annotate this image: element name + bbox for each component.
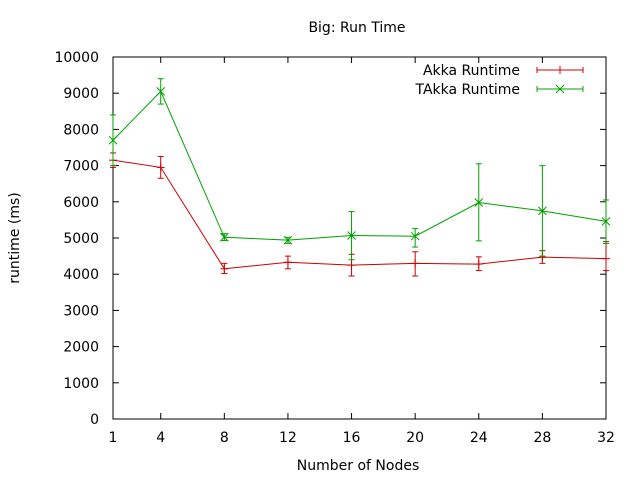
data-point	[538, 206, 547, 216]
marker-stroke	[410, 231, 420, 241]
marker-stroke	[555, 84, 565, 94]
data-point	[283, 235, 293, 245]
data-point	[108, 135, 118, 145]
x-tick-label: 20	[406, 430, 424, 446]
y-tick-label: 1000	[63, 376, 99, 392]
y-tick-label: 9000	[63, 86, 99, 102]
data-point	[220, 264, 229, 273]
legend-label: TAkka Runtime	[414, 82, 520, 98]
axes: 0 1000 2000 3000 4000 5000 6000 7000 8000 9000 100…	[54, 50, 614, 446]
data-point	[474, 260, 483, 269]
y-tick-label: 8000	[63, 122, 99, 138]
data-point	[283, 258, 292, 267]
x-tick-label: 12	[279, 430, 297, 446]
y-tick-label: 3000	[63, 303, 99, 319]
x-tick-label: 8	[220, 430, 229, 446]
x-axis-label: Number of Nodes	[297, 458, 419, 474]
y-tick-label: 0	[90, 412, 99, 428]
marker-stroke	[283, 235, 293, 245]
y-tick-label: 10000	[54, 50, 99, 66]
y-tick-label: 7000	[63, 159, 99, 175]
chart-title: Big: Run Time	[308, 20, 405, 36]
error-bar	[412, 228, 419, 248]
data-point	[601, 216, 611, 226]
legend: Akka Runtime TAkka Runtime	[414, 63, 584, 98]
y-tick-label: 2000	[63, 340, 99, 356]
x-tick-label: 1	[109, 430, 118, 446]
y-tick-label: 6000	[63, 195, 99, 211]
x-tick-label: 24	[470, 430, 488, 446]
x-tick-label: 4	[156, 430, 165, 446]
data-point	[156, 87, 166, 96]
legend-marker	[556, 66, 564, 74]
series-layer	[108, 78, 611, 277]
marker-stroke	[474, 198, 484, 207]
x-tick-label: 28	[533, 430, 551, 446]
marker-stroke	[601, 216, 611, 226]
legend-entry: TAkka Runtime	[414, 82, 584, 98]
x-tick-label: 16	[343, 430, 361, 446]
series-akka	[109, 152, 610, 277]
marker-stroke	[156, 87, 166, 96]
data-point	[219, 232, 229, 242]
legend-marker	[555, 84, 565, 94]
data-point	[347, 231, 356, 240]
legend-label: Akka Runtime	[423, 63, 520, 79]
series-takka	[108, 78, 611, 261]
legend-entry: Akka Runtime	[423, 63, 584, 79]
marker-stroke	[219, 232, 229, 242]
marker-stroke	[347, 231, 356, 240]
data-point	[474, 198, 484, 207]
data-point	[347, 261, 356, 270]
data-point	[410, 231, 420, 241]
y-tick-label: 4000	[63, 267, 99, 283]
data-point	[411, 259, 420, 268]
y-axis-label: runtime (ms)	[7, 192, 23, 283]
marker-stroke	[108, 135, 118, 145]
data-point	[602, 254, 610, 263]
marker-stroke	[538, 206, 547, 216]
data-point	[156, 163, 165, 172]
x-tick-label: 32	[597, 430, 615, 446]
y-tick-label: 5000	[63, 231, 99, 247]
